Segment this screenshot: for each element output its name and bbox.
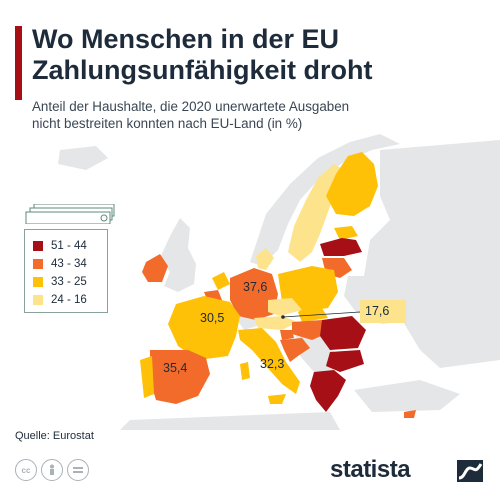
legend-label: 43 - 34 xyxy=(51,258,87,270)
value-label-spain: 35,4 xyxy=(163,361,188,375)
legend-row-51-44: 51 - 44 xyxy=(33,238,87,254)
iceland-land xyxy=(58,146,108,170)
country-slovenia xyxy=(280,330,294,340)
country-ireland xyxy=(142,254,168,282)
country-sicily xyxy=(268,394,286,404)
map-legend: 51 - 44 43 - 34 33 - 25 24 - 16 xyxy=(24,229,108,313)
austria-callout-line xyxy=(282,311,361,318)
page-subtitle: Anteil der Haushalte, die 2020 unerwarte… xyxy=(32,98,492,132)
legend-swatch xyxy=(33,259,43,269)
austria-pointer xyxy=(281,311,361,319)
country-netherlands xyxy=(212,272,230,290)
value-label-france: 30,5 xyxy=(200,311,225,325)
value-label-austria: 17,6 xyxy=(365,304,390,318)
money-note-seal xyxy=(100,214,108,222)
equals-glyph xyxy=(73,467,83,473)
country-bulgaria xyxy=(326,350,364,372)
source-note: Quelle: Eurostat xyxy=(15,430,94,442)
legend-label: 24 - 16 xyxy=(51,294,87,306)
person-icon[interactable] xyxy=(41,459,63,481)
person-glyph xyxy=(50,464,54,475)
title-accent-bar xyxy=(15,26,22,100)
austria-callout-box xyxy=(360,300,406,323)
legend-row-43-34: 43 - 34 xyxy=(33,256,87,272)
legend-label: 51 - 44 xyxy=(51,240,87,252)
legend-row-24-16: 24 - 16 xyxy=(33,292,87,308)
value-label-italy: 32,3 xyxy=(260,357,285,371)
country-denmark xyxy=(256,248,274,270)
license-icons: cc xyxy=(15,459,89,481)
north-africa-land xyxy=(120,412,340,430)
country-germany xyxy=(230,268,278,320)
uk-land xyxy=(160,218,196,292)
country-finland xyxy=(326,152,378,216)
country-spain xyxy=(150,350,210,404)
money-note-3 xyxy=(25,211,111,224)
subtitle-line-1: Anteil der Haushalte, die 2020 unerwarte… xyxy=(32,99,350,114)
austria-callout-dot xyxy=(281,315,285,319)
page-title: Wo Menschen in der EU Zahlungsunfähigkei… xyxy=(32,24,492,86)
country-austria xyxy=(254,316,298,330)
title-line-1: Wo Menschen in der EU xyxy=(32,24,340,54)
russia-east-land xyxy=(364,140,500,368)
country-croatia xyxy=(280,338,310,362)
title-line-2: Zahlungsunfähigkeit droht xyxy=(32,55,373,85)
country-latvia xyxy=(320,238,362,256)
country-estonia xyxy=(334,226,358,240)
country-czechia xyxy=(268,298,302,316)
country-romania xyxy=(320,316,366,350)
country-cyprus xyxy=(404,410,416,418)
subtitle-line-2: nicht bestreiten konnten nach EU-Land (i… xyxy=(32,116,303,131)
country-portugal xyxy=(140,356,154,398)
money-stack-icon xyxy=(25,204,115,224)
non-eu-land xyxy=(58,134,500,430)
statista-logo-text[interactable]: statista xyxy=(330,456,411,483)
logo-wave xyxy=(458,463,483,480)
country-france xyxy=(168,296,240,360)
europe-map xyxy=(58,134,500,430)
statista-logo-icon[interactable] xyxy=(457,460,483,482)
country-sardinia xyxy=(240,362,250,380)
equals-icon[interactable] xyxy=(67,459,89,481)
legend-swatch xyxy=(33,241,43,251)
country-italy xyxy=(238,328,300,394)
legend-swatch xyxy=(33,295,43,305)
legend-label: 33 - 25 xyxy=(51,276,87,288)
legend-swatch xyxy=(33,277,43,287)
cc-icon[interactable]: cc xyxy=(15,459,37,481)
value-label-germany: 37,6 xyxy=(243,280,268,294)
legend-row-33-25: 33 - 25 xyxy=(33,274,87,290)
eu-countries xyxy=(140,152,416,418)
country-greece xyxy=(310,370,346,412)
turkey-land xyxy=(354,380,460,412)
